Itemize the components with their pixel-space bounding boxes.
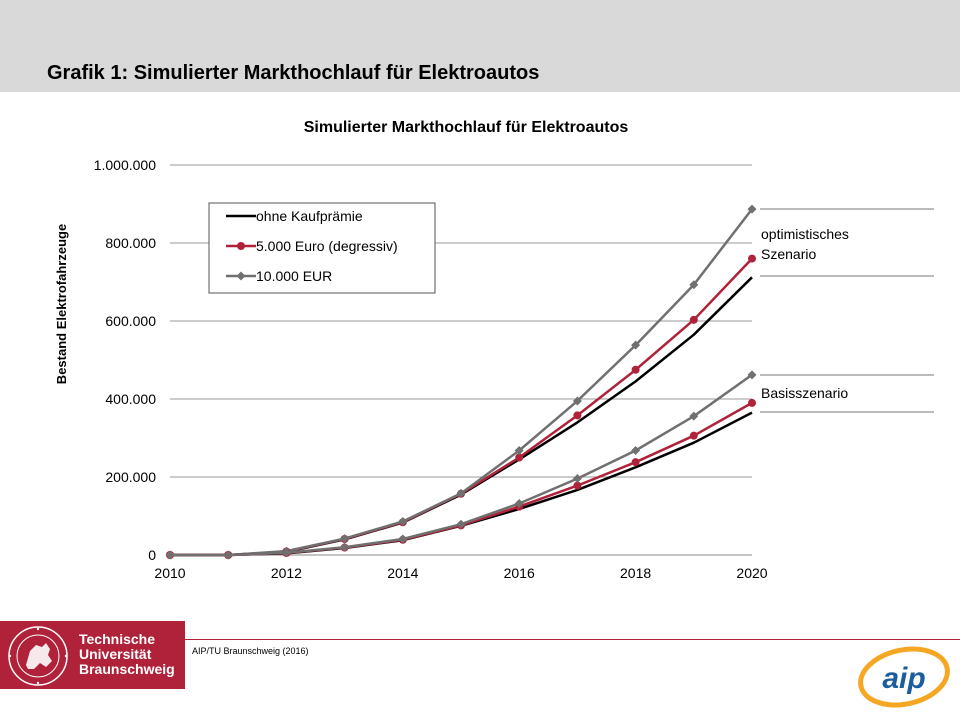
aip-logo: aip [858,646,950,708]
series-4 [166,398,756,559]
legend-label: 10.000 EUR [256,268,332,284]
legend-marker [236,271,246,281]
y-axis-label: Bestand Elektrofahrzeuge [54,224,69,384]
data-point [456,519,466,529]
legend: ohne Kaufprämie 5.000 Euro (degressiv) 10.… [208,202,436,294]
y-tick-label: 1.000.000 [94,157,156,173]
data-point [573,481,582,490]
tu-name: Technische Universität Braunschweig [79,632,175,677]
data-point [340,542,350,552]
x-tick-label: 2016 [504,565,535,581]
data-point [514,445,524,455]
data-point [573,411,582,420]
annotations: optimistisches Szenario Basisszenario [760,208,934,413]
annotation-basisszenario: Basisszenario [761,385,848,401]
source-credit: AIP/TU Braunschweig (2016) [192,646,309,656]
x-tick-labels: 2010 2012 2014 2016 2018 2020 [154,565,767,581]
tu-name-line3: Braunschweig [79,661,175,677]
data-point [515,453,524,462]
data-point [689,431,698,440]
data-point [165,550,175,560]
slide-title: Grafik 1: Simulierter Markthochlauf für … [47,62,540,84]
data-point [747,204,757,214]
y-tick-label: 0 [148,547,156,563]
footer-rule [185,639,960,640]
chart-title: Simulierter Markthochlauf für Elektroaut… [304,119,629,136]
data-point [398,516,408,526]
x-tick-label: 2020 [736,565,767,581]
x-tick-label: 2012 [271,565,302,581]
series-line [170,257,753,557]
data-point [631,365,640,374]
y-tick-labels: 0 200.000 400.000 600.000 800.000 1.000.000 [94,157,157,563]
series-5 [165,370,757,560]
legend-label: 5.000 Euro (degressiv) [256,238,398,254]
series-layer [165,204,757,560]
data-point [514,499,524,509]
x-tick-label: 2010 [154,565,185,581]
annotation-optimistic-line1: optimistisches [761,226,849,242]
series-line [170,401,753,557]
header-band [0,0,960,92]
y-tick-label: 400.000 [105,391,156,407]
data-point [398,534,408,544]
series-line [170,276,753,557]
data-point [572,474,582,484]
data-point [631,445,641,455]
tu-name-line2: Universität [79,646,152,662]
legend-marker [237,242,245,250]
series-1 [166,254,756,559]
data-point [456,488,466,498]
tu-braunschweig-logo: Technische Universität Braunschweig [0,621,185,689]
legend-label: ohne Kaufprämie [256,208,363,224]
data-point [631,458,640,467]
y-tick-label: 800.000 [105,235,156,251]
data-point [689,315,698,324]
legend-box [208,202,436,294]
data-point [281,548,291,558]
data-point [689,411,699,421]
legend-items: ohne Kaufprämie 5.000 Euro (degressiv) 10.… [226,208,398,284]
data-point [747,370,757,380]
data-point [572,396,582,406]
x-tick-label: 2018 [620,565,651,581]
series-0 [170,276,753,557]
data-point [748,398,756,407]
tu-name-line1: Technische [79,631,155,647]
lion-seal-icon [8,626,68,686]
y-tick-label: 200.000 [105,469,156,485]
data-point [340,534,350,544]
line-chart: Simulierter Markthochlauf für Elektroaut… [54,119,934,581]
data-point [223,550,233,560]
y-tick-label: 600.000 [105,313,156,329]
data-point [689,280,699,290]
x-tick-label: 2014 [387,565,418,581]
aip-logo-text: aip [882,662,925,695]
data-point [748,254,756,263]
annotation-optimistic-line2: Szenario [761,246,816,262]
data-point [631,340,641,350]
